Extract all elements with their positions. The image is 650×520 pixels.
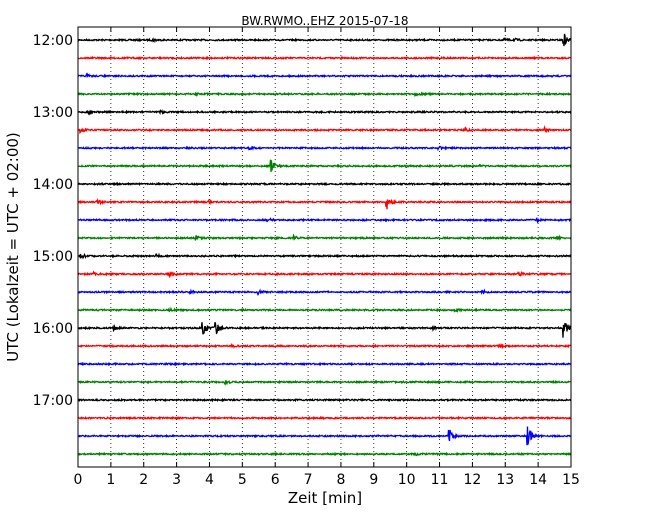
trace-line	[77, 197, 572, 210]
trace-1445	[77, 233, 572, 241]
trace-line	[77, 342, 572, 350]
trace-1600	[77, 321, 572, 338]
trace-line	[77, 125, 572, 135]
y-axis: 12:00 13:00 14:00 15:00 16:00 17:00	[33, 33, 571, 409]
x-axis: 0 1 2 3 4 5 6 7 8 9 10 11 12 13 14 15	[74, 27, 580, 488]
trace-line	[77, 145, 572, 152]
trace-1330	[77, 145, 572, 152]
y-axis-label: UTC (Lokalzeit = UTC + 02:00)	[4, 132, 22, 362]
trace-line	[77, 252, 572, 260]
trace-1630	[77, 361, 572, 367]
x-tick-label: 11	[431, 472, 449, 488]
chart-title: BW.RWMO..EHZ 2015-07-18	[241, 14, 408, 28]
x-axis-label: Zeit [min]	[288, 489, 362, 507]
trace-1200	[77, 33, 572, 47]
trace-1430	[77, 216, 572, 224]
trace-line	[77, 288, 572, 296]
trace-1245	[77, 91, 572, 98]
trace-line	[77, 306, 572, 314]
trace-1730	[77, 426, 572, 446]
trace-line	[77, 33, 572, 47]
trace-line	[77, 233, 572, 241]
grid-lines	[110, 27, 539, 467]
trace-line	[77, 72, 572, 79]
trace-1215	[77, 55, 572, 61]
trace-1515	[77, 270, 572, 279]
x-tick-label: 10	[398, 472, 416, 488]
trace-line	[77, 397, 572, 403]
trace-group	[77, 33, 572, 457]
trace-1745	[77, 451, 572, 457]
trace-line	[77, 108, 572, 116]
trace-1615	[77, 342, 572, 350]
y-tick-label: 15:00	[33, 249, 73, 265]
trace-line	[77, 55, 572, 61]
x-tick-label: 12	[463, 472, 481, 488]
y-tick-label: 16:00	[33, 321, 73, 337]
trace-1530	[77, 288, 572, 296]
x-tick-label: 2	[139, 472, 148, 488]
trace-1400	[77, 181, 572, 187]
x-tick-label: 14	[529, 472, 547, 488]
x-tick-label: 0	[74, 472, 83, 488]
trace-1700	[77, 397, 572, 403]
x-tick-label: 7	[304, 472, 313, 488]
trace-1645	[77, 379, 572, 386]
trace-line	[77, 91, 572, 98]
trace-line	[77, 426, 572, 446]
trace-1345	[77, 159, 572, 173]
x-tick-label: 13	[496, 472, 514, 488]
x-tick-label: 6	[271, 472, 280, 488]
trace-1715	[77, 415, 572, 421]
plot-frame	[77, 26, 572, 468]
y-tick-label: 13:00	[33, 105, 73, 121]
trace-line	[77, 361, 572, 367]
trace-line	[77, 321, 572, 338]
trace-1230	[77, 72, 572, 79]
trace-1500	[77, 252, 572, 260]
x-tick-label: 3	[172, 472, 181, 488]
x-tick-label: 5	[238, 472, 247, 488]
trace-1315	[77, 125, 572, 135]
y-tick-label: 12:00	[33, 33, 73, 49]
trace-line	[77, 159, 572, 173]
x-tick-label: 15	[562, 472, 580, 488]
x-tick-label: 9	[369, 472, 378, 488]
trace-line	[77, 451, 572, 457]
x-tick-label: 1	[106, 472, 115, 488]
trace-line	[77, 379, 572, 386]
trace-1415	[77, 197, 572, 210]
trace-line	[77, 415, 572, 421]
x-tick-label: 4	[205, 472, 214, 488]
trace-line	[77, 181, 572, 187]
trace-line	[77, 270, 572, 279]
trace-line	[77, 216, 572, 224]
trace-1545	[77, 306, 572, 314]
x-tick-label: 8	[336, 472, 345, 488]
y-tick-label: 17:00	[33, 393, 73, 409]
y-tick-label: 14:00	[33, 177, 73, 193]
trace-1300	[77, 108, 572, 116]
